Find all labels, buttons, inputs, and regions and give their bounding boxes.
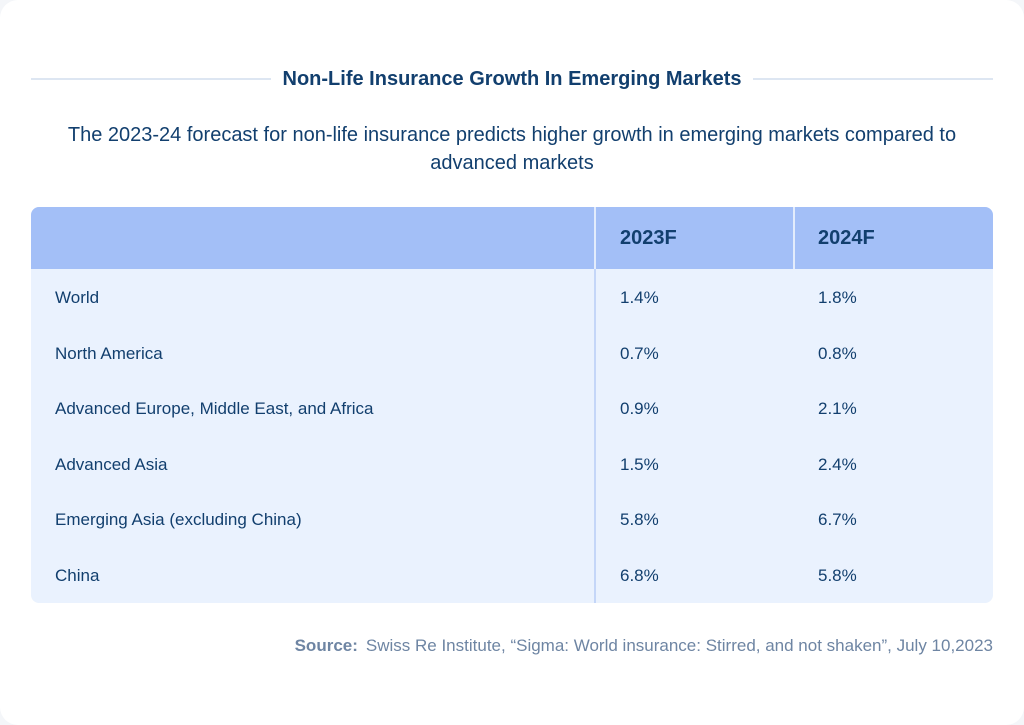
value-2023f: 1.5% — [620, 454, 659, 474]
title-row: Non-Life Insurance Growth In Emerging Ma… — [31, 64, 993, 94]
source-text: Swiss Re Institute, “Sigma: World insura… — [365, 636, 993, 655]
subtitle: The 2023-24 forecast for non-life insura… — [67, 124, 957, 174]
value-2024f: 2.1% — [818, 399, 857, 419]
value-2024f: 5.8% — [818, 565, 857, 585]
table-row: North America 0.7% 0.8% — [31, 325, 993, 381]
table-header: 2023F 2024F — [31, 207, 993, 269]
value-2024f: 2.4% — [818, 454, 857, 474]
table-row: Advanced Europe, Middle East, and Africa… — [31, 380, 993, 436]
title-rule-right — [753, 78, 993, 80]
table-body: World 1.4% 1.8% North America 0.7% 0.8% Advanc… — [31, 269, 993, 603]
row-label: World — [55, 288, 100, 307]
source-note: Source: Swiss Re Institute, “Sigma: World… — [295, 636, 993, 656]
title-rule-left — [31, 78, 271, 80]
table-row: China 6.8% 5.8% — [31, 547, 993, 603]
value-2024f: 1.8% — [818, 288, 857, 307]
table-row: Emerging Asia (excluding China) 5.8% 6.7% — [31, 491, 993, 547]
value-2023f: 0.9% — [620, 399, 659, 419]
column-divider — [793, 207, 795, 269]
source-label: Source: — [294, 636, 358, 655]
column-divider — [594, 269, 596, 603]
table-row: World 1.4% 1.8% — [31, 269, 993, 325]
table-row: Advanced Asia 1.5% 2.4% — [31, 436, 993, 492]
value-2023f: 6.8% — [620, 565, 659, 585]
value-2024f: 6.7% — [818, 510, 857, 530]
header-cell-2024f: 2024F — [818, 227, 875, 249]
page-title: Non-Life Insurance Growth In Emerging Ma… — [282, 67, 742, 90]
row-label: Advanced Asia — [55, 454, 168, 474]
row-label: Emerging Asia (excluding China) — [55, 510, 302, 530]
row-label: North America — [55, 343, 163, 363]
row-label: China — [55, 565, 100, 585]
header-cell-2023f: 2023F — [620, 227, 677, 249]
value-2023f: 0.7% — [620, 343, 659, 363]
row-label: Advanced Europe, Middle East, and Africa — [55, 399, 374, 419]
column-divider — [594, 207, 596, 269]
value-2023f: 1.4% — [620, 288, 659, 307]
value-2023f: 5.8% — [620, 510, 659, 530]
value-2024f: 0.8% — [818, 343, 857, 363]
forecast-table: 2023F 2024F World 1.4% 1.8% North America 0.… — [31, 207, 993, 603]
